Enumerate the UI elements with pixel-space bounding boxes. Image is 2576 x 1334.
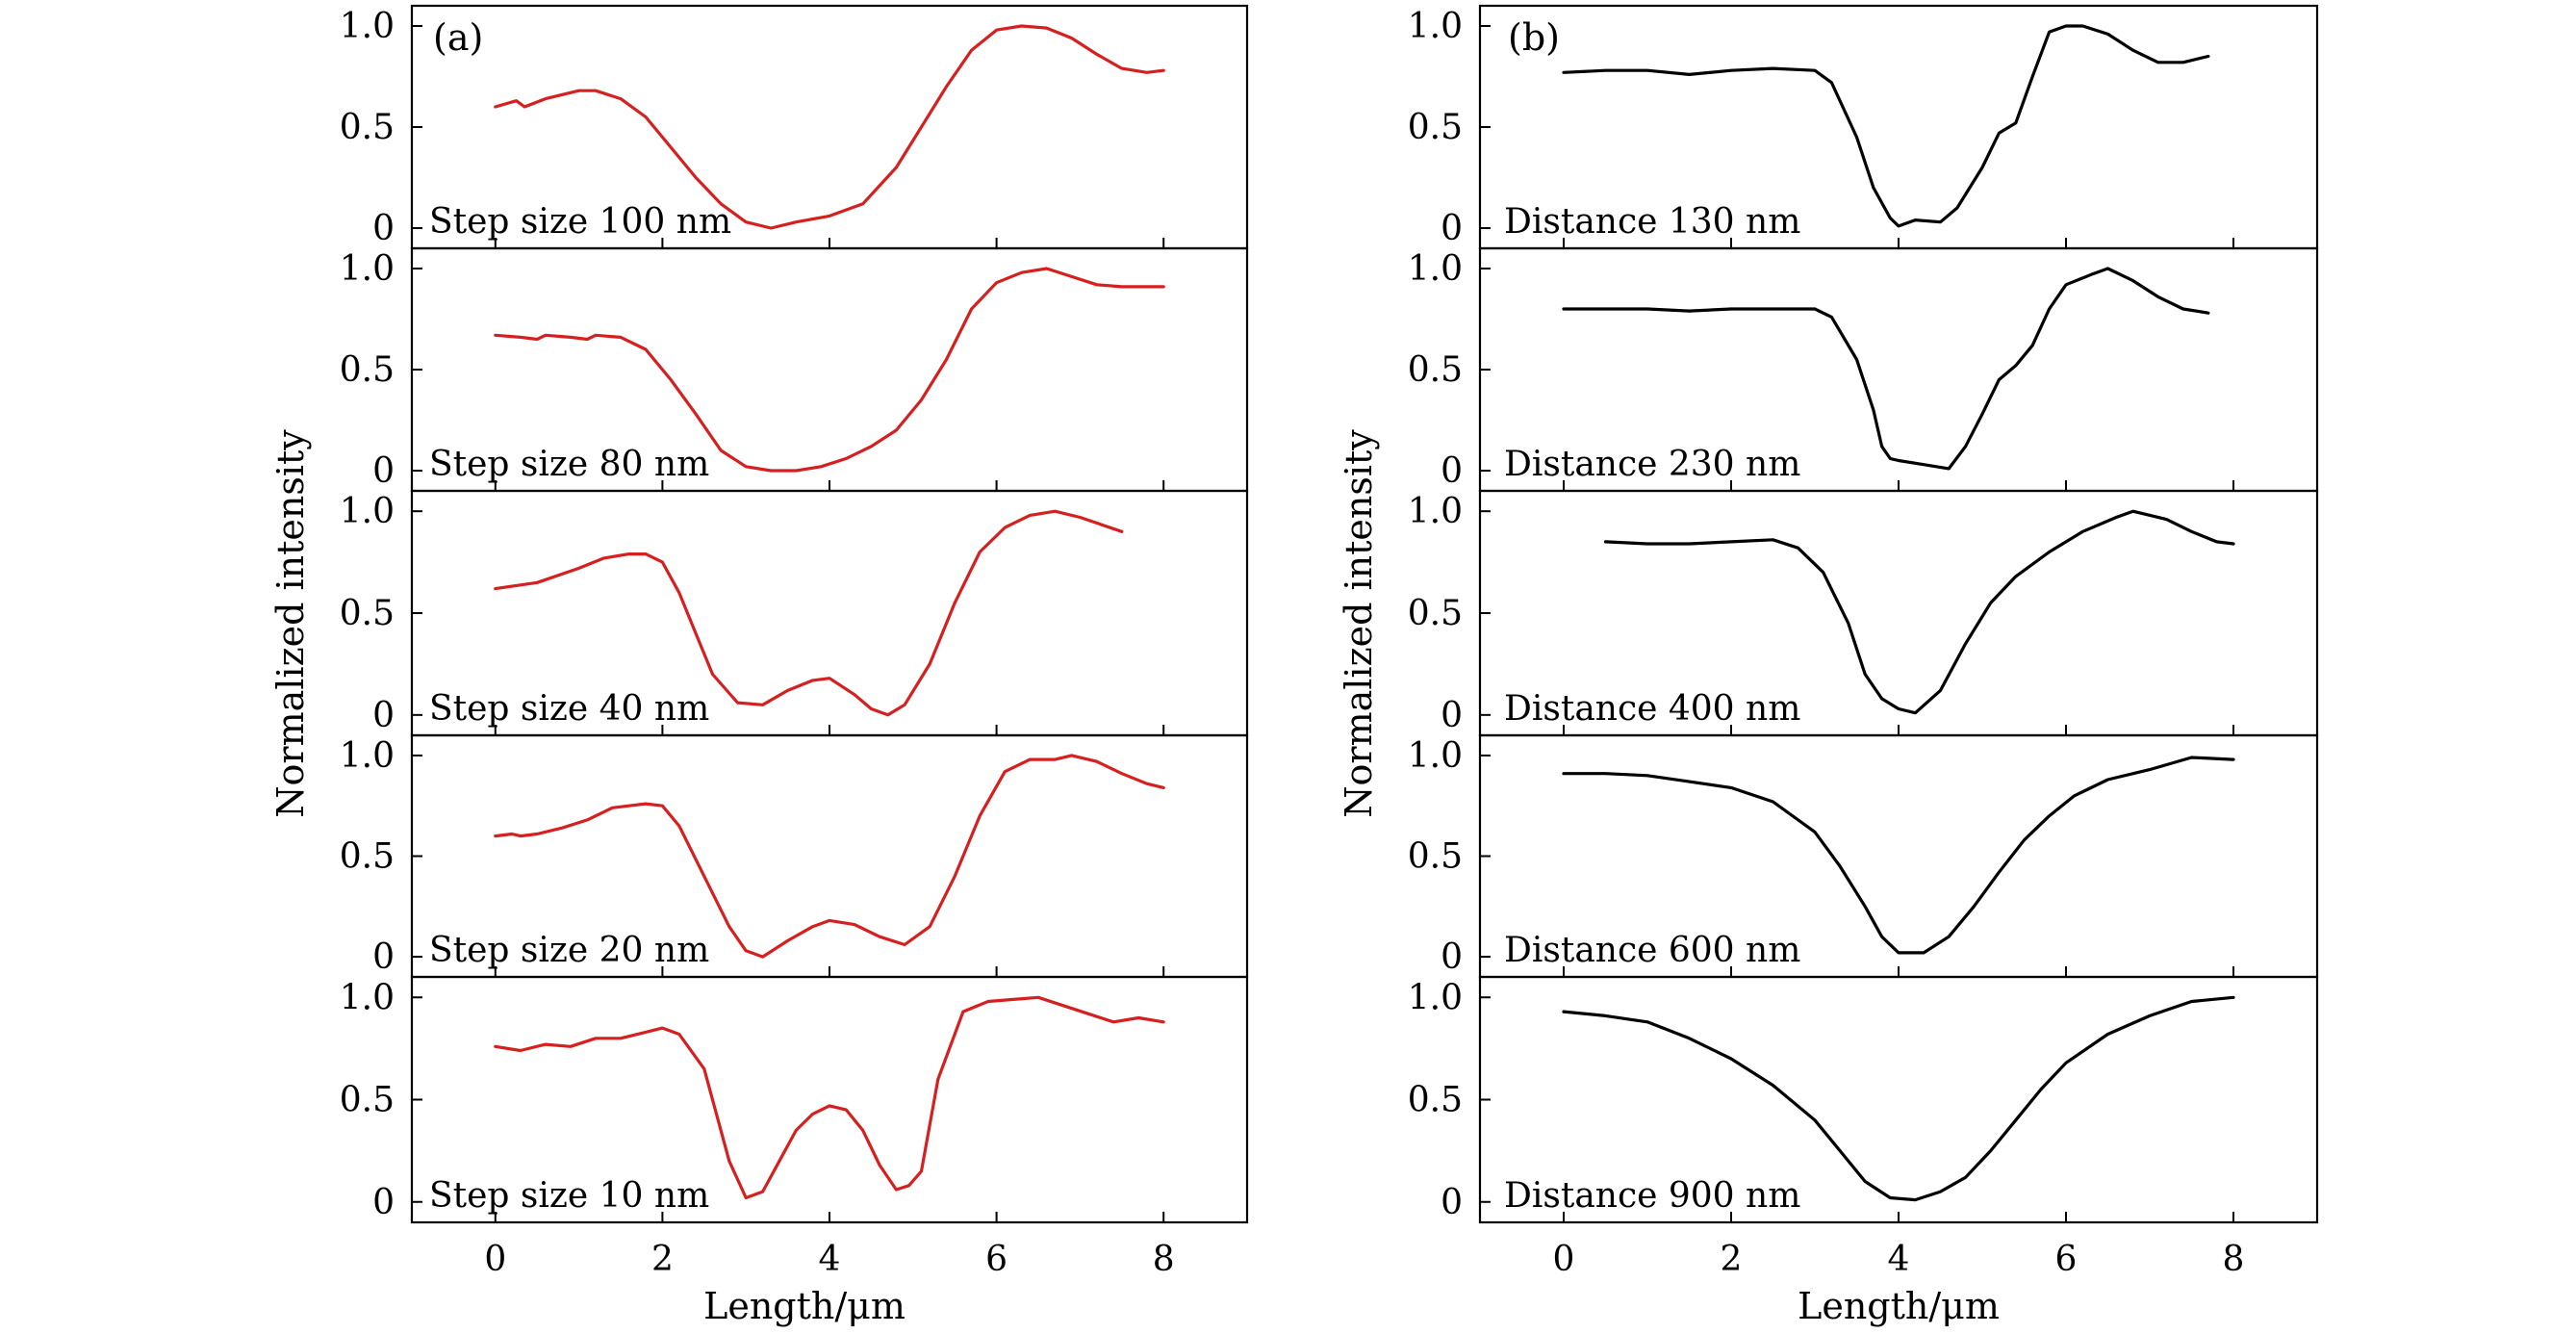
y-tick-label: 1.0 (340, 7, 395, 46)
series-line (494, 995, 1165, 1200)
panel-a: Normalized intensity Length/μm (a) Step … (269, 4, 1249, 1327)
y-tick-label: 0.5 (340, 837, 395, 877)
y-tick-label: 0 (1441, 1183, 1463, 1222)
panel-b-subplot-5: Distance 900 nm 0 0.5 1.0 0 2 4 6 8 (1408, 975, 2319, 1279)
subplot-label: Distance 130 nm (1504, 202, 1800, 242)
series-line (1603, 509, 2235, 715)
subplot-label: Distance 900 nm (1504, 1176, 1800, 1216)
panel-a-subplot-5: Step size 10 nm 0 0.5 1.0 0 2 4 6 8 (340, 975, 1249, 1279)
subplot-label: Distance 400 nm (1504, 689, 1800, 729)
series-line (494, 754, 1165, 959)
x-tick-label: 8 (1153, 1240, 1175, 1279)
y-tick-label: 1.0 (1408, 7, 1463, 46)
panel-a-label: (a) (433, 16, 483, 59)
y-tick-label: 1.0 (340, 736, 395, 776)
x-tick-label: 8 (2223, 1240, 2245, 1279)
y-tick-label: 0.5 (1408, 350, 1463, 390)
x-tick-label: 6 (2055, 1240, 2078, 1279)
x-tick-label: 4 (1888, 1240, 1910, 1279)
y-tick-label: 0 (372, 209, 395, 248)
y-tick-label: 1.0 (1408, 249, 1463, 289)
subplot-label: Distance 230 nm (1504, 445, 1800, 484)
y-tick-label: 0 (1441, 937, 1463, 977)
series-line (1562, 267, 2210, 471)
x-tick-label: 4 (819, 1240, 841, 1279)
subplot-label: Step size 100 nm (429, 202, 731, 242)
panel-a-subplot-4: Step size 20 nm 0 0.5 1.0 (340, 733, 1249, 979)
panel-b-subplot-2: Distance 230 nm 0 0.5 1.0 (1408, 246, 2319, 493)
y-tick-label: 0 (372, 1183, 395, 1222)
panel-b-subplot-3: Distance 400 nm 0 0.5 1.0 (1408, 489, 2319, 737)
y-tick-label: 0.5 (340, 594, 395, 633)
y-tick-label: 1.0 (340, 249, 395, 289)
y-tick-label: 0.5 (1408, 108, 1463, 147)
panel-b-x-axis-label: Length/μm (1798, 1285, 2000, 1327)
y-tick-label: 0.5 (1408, 837, 1463, 877)
y-tick-label: 0 (1441, 209, 1463, 248)
y-tick-label: 0 (372, 937, 395, 977)
series-line (1562, 756, 2235, 955)
y-tick-label: 0.5 (1408, 594, 1463, 633)
panel-a-subplot-3: Step size 40 nm 0 0.5 1.0 (340, 489, 1249, 737)
x-tick-label: 6 (985, 1240, 1007, 1279)
series-line (1562, 24, 2210, 228)
panel-a-subplot-2: Step size 80 nm 0 0.5 1.0 (340, 246, 1249, 493)
x-tick-label: 2 (1721, 1240, 1743, 1279)
subplot-label: Distance 600 nm (1504, 931, 1800, 970)
y-tick-label: 0.5 (340, 350, 395, 390)
y-tick-label: 0.5 (340, 1081, 395, 1120)
y-tick-label: 1.0 (1408, 492, 1463, 531)
y-tick-label: 0 (372, 696, 395, 735)
subplot-label: Step size 80 nm (429, 445, 709, 484)
panel-a-subplot-1: Step size 100 nm 0 0.5 1.0 (340, 4, 1249, 250)
subplot-label: Step size 20 nm (429, 931, 709, 970)
y-tick-label: 1.0 (1408, 736, 1463, 776)
series-line (494, 267, 1165, 473)
x-tick-label: 0 (1553, 1240, 1575, 1279)
y-tick-label: 0.5 (340, 108, 395, 147)
panel-b-subplot-4: Distance 600 nm 0 0.5 1.0 (1408, 733, 2319, 979)
y-tick-label: 0 (1441, 696, 1463, 735)
y-tick-label: 0 (372, 451, 395, 491)
panel-b-y-axis-label: Normalized intensity (1338, 429, 1380, 818)
panel-a-x-axis-label: Length/μm (703, 1285, 905, 1327)
series-line (1562, 995, 2235, 1202)
x-tick-label: 0 (484, 1240, 506, 1279)
y-tick-label: 0 (1441, 451, 1463, 491)
y-tick-label: 1.0 (340, 978, 395, 1017)
panel-a-y-axis-label: Normalized intensity (269, 429, 312, 818)
panel-b-label: (b) (1508, 16, 1560, 59)
series-line (494, 24, 1165, 230)
subplot-label: Step size 40 nm (429, 689, 709, 729)
subplot-label: Step size 10 nm (429, 1176, 709, 1216)
series-line (494, 509, 1124, 717)
y-tick-label: 1.0 (340, 492, 395, 531)
panel-b: Normalized intensity Length/μm (b) Dista… (1338, 4, 2319, 1327)
x-tick-label: 2 (651, 1240, 674, 1279)
y-tick-label: 0.5 (1408, 1081, 1463, 1120)
y-tick-label: 1.0 (1408, 978, 1463, 1017)
